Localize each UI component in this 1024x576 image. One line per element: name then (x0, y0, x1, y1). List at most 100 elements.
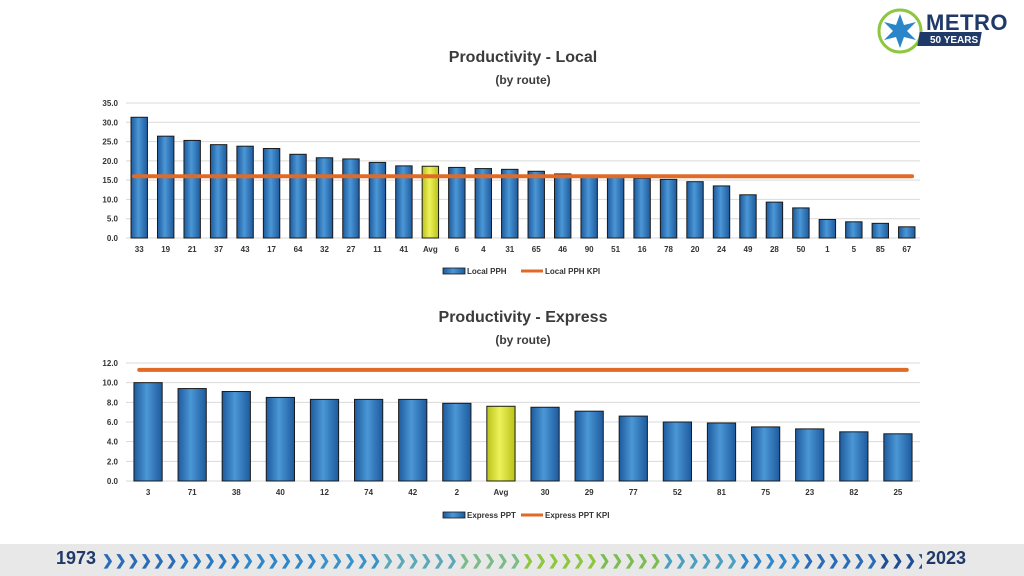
x-tick-label: 5 (852, 245, 857, 254)
chevron-right-icon: ❯ (254, 552, 267, 568)
x-tick-label: 19 (161, 245, 170, 254)
x-tick-label: 1 (825, 245, 830, 254)
x-tick-label: 40 (276, 488, 285, 497)
y-tick-label: 10.0 (102, 195, 118, 204)
x-tick-label: 21 (188, 245, 197, 254)
chevron-right-icon: ❯ (369, 552, 382, 568)
x-tick-label: 51 (611, 245, 620, 254)
x-tick-label: 23 (805, 488, 814, 497)
x-tick-label: 24 (717, 245, 726, 254)
x-tick-label: 71 (188, 488, 197, 497)
y-tick-label: 2.0 (107, 457, 119, 466)
bar (739, 194, 757, 239)
bar (398, 398, 428, 482)
x-tick-label: 16 (638, 245, 647, 254)
bar (795, 428, 825, 482)
metro-logo: METRO 50 YEARS (876, 8, 1018, 54)
x-tick-label: 28 (770, 245, 779, 254)
chevron-right-icon: ❯ (636, 552, 649, 568)
chevron-right-icon: ❯ (305, 552, 318, 568)
bar (265, 396, 296, 482)
chart-title: Productivity - Express (439, 309, 608, 326)
chevron-right-icon: ❯ (356, 552, 369, 568)
legend-line-label: Express PPT KPI (545, 511, 609, 520)
x-tick-label: 2 (455, 488, 460, 497)
x-tick-label: 43 (241, 245, 250, 254)
chevron-right-icon: ❯ (598, 552, 611, 568)
chevron-right-icon: ❯ (547, 552, 560, 568)
x-tick-label: 32 (320, 245, 329, 254)
chevron-right-icon: ❯ (611, 552, 624, 568)
timeline-arrows: ❯ ❯ ❯ ❯ ❯ ❯ ❯ ❯ ❯ ❯ ❯ ❯ ❯ ❯ ❯ ❯ ❯ ❯ ❯ ❯ ❯ ❯ ❯ ❯ ❯ ❯ ❯ ❯ ❯ ❯ ❯ ❯ ❯ ❯ ❯ ❯ ❯ ❯ ❯ ❯… (102, 550, 922, 570)
x-tick-label: 85 (876, 245, 885, 254)
bar (527, 170, 545, 239)
bar (133, 382, 163, 482)
y-tick-label: 8.0 (107, 398, 119, 407)
bar (236, 145, 254, 239)
chevron-right-icon: ❯ (725, 552, 738, 568)
chevron-right-icon: ❯ (445, 552, 458, 568)
chevron-right-icon: ❯ (242, 552, 254, 568)
bar (606, 176, 625, 239)
chevron-right-icon: ❯ (840, 552, 853, 568)
x-tick-label: 33 (135, 245, 144, 254)
chevron-right-icon: ❯ (203, 552, 216, 568)
x-tick-label: 46 (558, 245, 567, 254)
metro-logo-icon (877, 8, 982, 54)
bar (315, 157, 334, 239)
chart-title: Productivity - Local (449, 49, 597, 66)
bar (618, 415, 648, 482)
bar (792, 207, 810, 239)
bar (871, 222, 890, 239)
y-tick-label: 0.0 (107, 234, 119, 243)
chevron-right-icon: ❯ (917, 550, 922, 570)
bar (474, 168, 493, 239)
x-tick-label: 81 (717, 488, 726, 497)
bar (553, 173, 572, 239)
x-tick-label: 67 (902, 245, 911, 254)
bar (448, 166, 466, 239)
legend-bar-label: Express PPT (467, 511, 516, 520)
y-tick-label: 5.0 (107, 215, 119, 224)
y-tick-label: 10.0 (102, 379, 118, 388)
chevron-right-icon: ❯ (700, 552, 713, 568)
x-tick-label: 82 (849, 488, 858, 497)
chevron-right-icon: ❯ (267, 552, 280, 568)
x-tick-label: 64 (294, 245, 303, 254)
x-tick-label: 77 (629, 488, 638, 497)
chart-legend: Local PPH Local PPH KPI (442, 267, 600, 276)
y-tick-label: 0.0 (107, 477, 119, 486)
bar (662, 421, 693, 482)
x-tick-label: 31 (505, 245, 514, 254)
bar (883, 433, 913, 482)
x-tick-label: 90 (585, 245, 594, 254)
bar (706, 422, 737, 482)
bar (501, 168, 519, 239)
x-tick-label: 75 (761, 488, 770, 497)
chevron-right-icon: ❯ (751, 552, 764, 568)
bar (209, 144, 228, 239)
bar (633, 177, 651, 239)
chevron-right-icon: ❯ (407, 552, 420, 568)
y-tick-label: 35.0 (102, 99, 118, 108)
bar (353, 398, 384, 482)
chevron-right-icon: ❯ (649, 552, 662, 568)
chevron-right-icon: ❯ (534, 552, 547, 568)
y-tick-label: 12.0 (102, 359, 118, 368)
chevron-right-icon: ❯ (102, 552, 114, 568)
x-tick-label: 65 (532, 245, 541, 254)
chevron-right-icon: ❯ (776, 552, 789, 568)
chevron-right-icon: ❯ (764, 552, 776, 568)
chevron-right-icon: ❯ (573, 552, 585, 568)
timeline-end-year: 2023 (926, 548, 967, 568)
bar (750, 426, 781, 482)
chevron-right-icon: ❯ (127, 552, 140, 568)
x-tick-label: 49 (744, 245, 753, 254)
bar (574, 410, 604, 482)
chevron-right-icon: ❯ (471, 552, 484, 568)
chevron-right-icon: ❯ (293, 552, 305, 568)
chevron-right-icon: ❯ (624, 552, 636, 568)
bar (818, 218, 837, 239)
chevron-right-icon: ❯ (522, 552, 534, 568)
